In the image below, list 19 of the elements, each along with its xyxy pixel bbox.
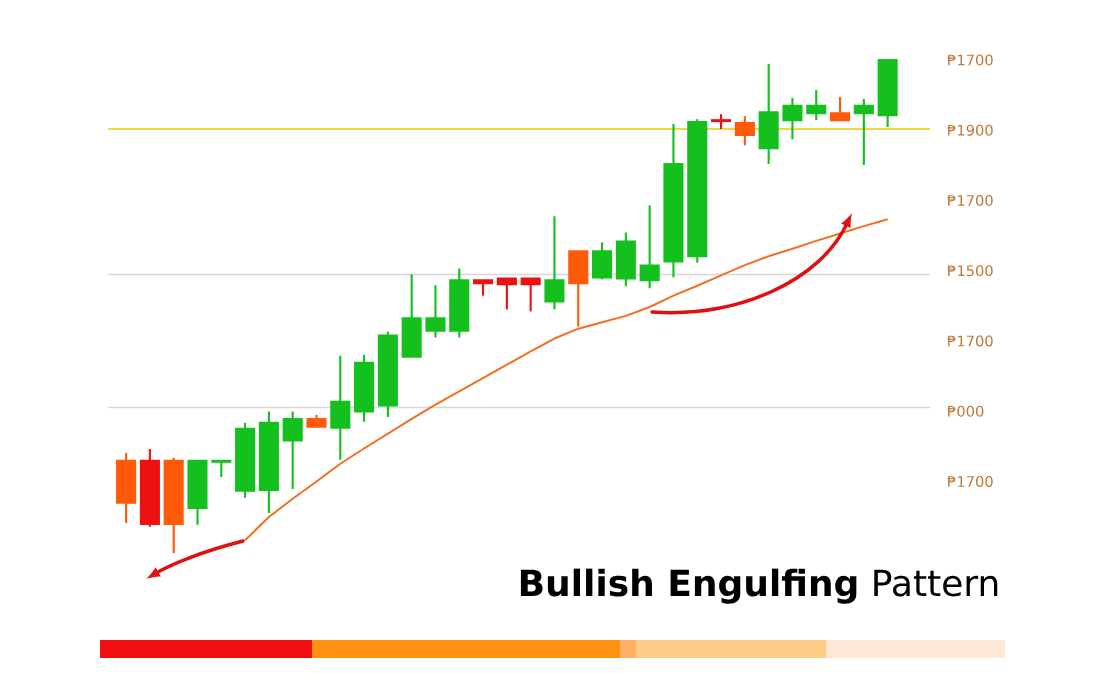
candlestick bbox=[806, 88, 827, 122]
text: ₱1700 bbox=[947, 54, 993, 66]
text: ₱000 bbox=[947, 405, 984, 417]
text: ₱1700 bbox=[947, 335, 993, 347]
candlestick bbox=[853, 97, 874, 167]
candlestick bbox=[734, 115, 755, 147]
text: ₱1700 bbox=[947, 194, 993, 207]
text: ₱1700 bbox=[947, 475, 993, 488]
candlestick bbox=[282, 410, 303, 490]
candlestick bbox=[639, 204, 660, 290]
text: ₱1900 bbox=[947, 124, 993, 136]
candlestick bbox=[496, 277, 517, 311]
candlestick bbox=[830, 95, 851, 122]
candlestick bbox=[425, 284, 446, 339]
candlestick bbox=[782, 96, 803, 141]
text: ₱1500 bbox=[947, 265, 993, 277]
candlestick bbox=[544, 215, 565, 311]
candlestick bbox=[520, 277, 541, 313]
text: Bullish Engulfing Pattern bbox=[520, 568, 998, 604]
